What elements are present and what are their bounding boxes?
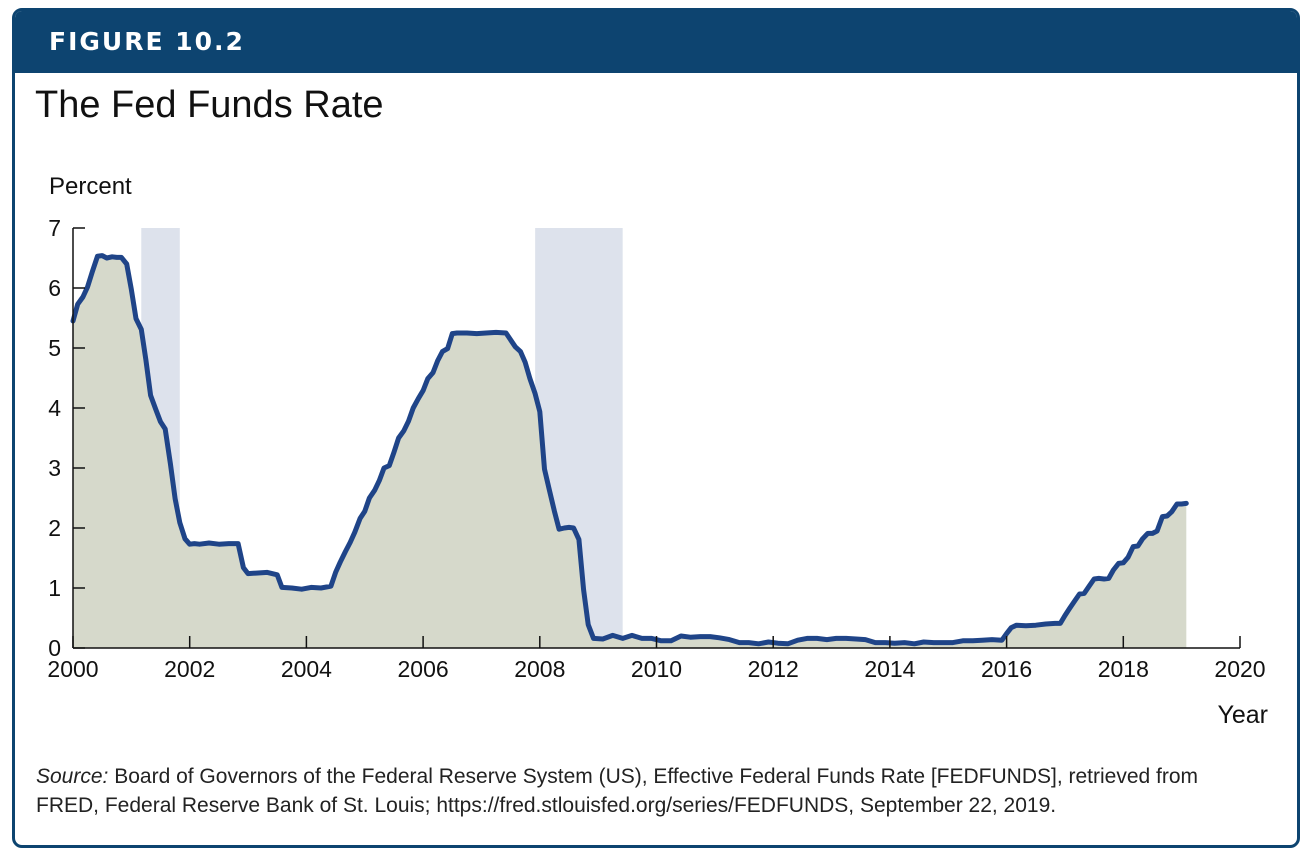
x-tick-label: 2004 [281, 656, 332, 682]
x-tick-label: 2014 [864, 656, 915, 682]
source-text: Board of Governors of the Federal Reserv… [36, 765, 1199, 817]
x-tick-label: 2018 [1098, 656, 1149, 682]
series-area [73, 255, 1187, 648]
x-tick-label: 2002 [164, 656, 215, 682]
figure-frame: FIGURE 10.2 [12, 8, 1300, 848]
y-tick-label: 1 [48, 575, 61, 601]
y-tick-label: 5 [48, 335, 61, 361]
chart-title: The Fed Funds Rate [35, 84, 384, 126]
source-prefix: Source: [36, 765, 109, 788]
x-tick-label: 2006 [398, 656, 449, 682]
x-tick-label: 2008 [514, 656, 565, 682]
source-note: Source: Board of Governors of the Federa… [36, 762, 1256, 820]
y-axis-title: Percent [49, 173, 132, 200]
x-tick-label: 2020 [1214, 656, 1265, 682]
y-tick-label: 6 [48, 275, 61, 301]
y-tick-label: 3 [48, 455, 61, 481]
x-tick-label: 2000 [47, 656, 98, 682]
x-tick-label: 2010 [631, 656, 682, 682]
x-tick-label: 2012 [748, 656, 799, 682]
series-line [70, 253, 1189, 647]
y-tick-label: 0 [48, 635, 61, 661]
x-axis-title: Year [1217, 701, 1268, 729]
figure-label: FIGURE 10.2 [49, 27, 245, 56]
figure-banner: FIGURE 10.2 [15, 11, 1297, 73]
x-tick-label: 2016 [981, 656, 1032, 682]
y-tick-label: 4 [48, 395, 61, 421]
y-tick-label: 2 [48, 515, 61, 541]
y-tick-label: 7 [48, 215, 61, 241]
